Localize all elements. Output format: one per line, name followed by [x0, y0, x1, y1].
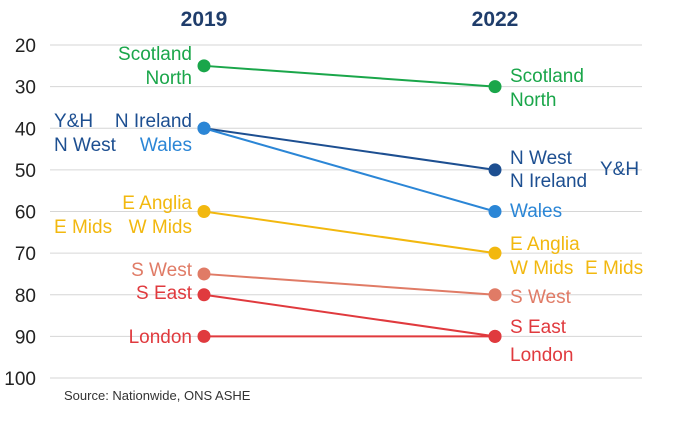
x-category-label: 2022 — [472, 8, 519, 31]
series-label-2022-London: London — [510, 345, 573, 366]
point-2022-Wales — [488, 205, 502, 218]
x-category-label: 2019 — [181, 8, 228, 31]
y-tick-label: 90 — [15, 327, 36, 348]
series-label-2019-London: London — [129, 327, 192, 348]
series-label-2022-Y&H: Y&H — [600, 159, 639, 180]
y-tick-label: 100 — [4, 369, 36, 390]
y-tick-label: 50 — [15, 161, 36, 182]
series-line-Scotland — [203, 64, 496, 88]
series-label-2019-N West: N West — [54, 135, 117, 156]
series-line-E Anglia — [203, 210, 496, 255]
y-tick-label: 30 — [15, 78, 36, 99]
point-2019-Wales — [197, 121, 211, 135]
series-label-2022-S West: S West — [510, 287, 572, 308]
gridlines — [50, 44, 642, 379]
series-label-2019-E Mids: E Mids — [54, 217, 112, 238]
point-2019-E Anglia — [197, 205, 211, 218]
series-labels: Scotland Scotland North North Y&H Y&H N Irelan… — [54, 44, 643, 366]
series-label-2022-North: North — [510, 90, 556, 111]
x-axis-categories: 2019 2022 — [181, 8, 519, 31]
series-line-S West — [203, 272, 496, 296]
point-2019-London — [197, 329, 211, 343]
series-label-2022-W Mids: W Mids — [510, 258, 573, 279]
series-label-2019-North: North — [146, 68, 192, 89]
series-label-2019-Wales: Wales — [140, 135, 192, 156]
point-2022-S West — [488, 288, 502, 302]
y-tick-label: 80 — [15, 286, 36, 307]
series-label-2022-S East: S East — [510, 317, 567, 338]
series-label-2022-N Ireland: N Ireland — [510, 171, 587, 192]
series-line-Y&H — [203, 127, 496, 171]
point-2019-S West — [197, 267, 211, 281]
point-2022-Scotland — [488, 80, 502, 94]
point-2019-S East — [197, 288, 211, 302]
series-line-Wales — [203, 127, 496, 213]
series-label-2019-S West: S West — [131, 260, 193, 281]
series-label-2022-Scotland: Scotland — [510, 66, 584, 87]
series-label-2022-E Anglia: E Anglia — [510, 234, 580, 255]
y-tick-label: 20 — [15, 36, 36, 57]
point-2022-Y&H — [488, 163, 502, 177]
series-lines — [203, 64, 496, 338]
series-points — [197, 59, 502, 343]
series-label-2019-Scotland: Scotland — [118, 44, 192, 65]
y-axis-ticks: 20 30 40 50 60 70 80 90 100 — [4, 36, 36, 390]
series-line-S East — [203, 293, 496, 338]
series-label-2022-N West: N West — [510, 148, 573, 169]
y-tick-label: 60 — [15, 203, 36, 224]
series-label-2019-W Mids: W Mids — [129, 217, 192, 238]
series-label-2019-Y&H: Y&H — [54, 111, 93, 132]
point-2019-Scotland — [197, 59, 211, 73]
source-note: Source: Nationwide, ONS ASHE — [64, 388, 251, 403]
series-label-2022-Wales: Wales — [510, 201, 562, 222]
series-label-2019-S East: S East — [136, 283, 193, 304]
series-label-2019-N Ireland: N Ireland — [115, 111, 192, 132]
point-2022-E Anglia — [488, 246, 502, 260]
y-tick-label: 40 — [15, 119, 36, 140]
series-label-2019-E Anglia: E Anglia — [122, 193, 192, 214]
series-label-2022-E Mids: E Mids — [585, 258, 643, 279]
point-2022-London — [488, 329, 502, 343]
y-tick-label: 70 — [15, 244, 36, 265]
